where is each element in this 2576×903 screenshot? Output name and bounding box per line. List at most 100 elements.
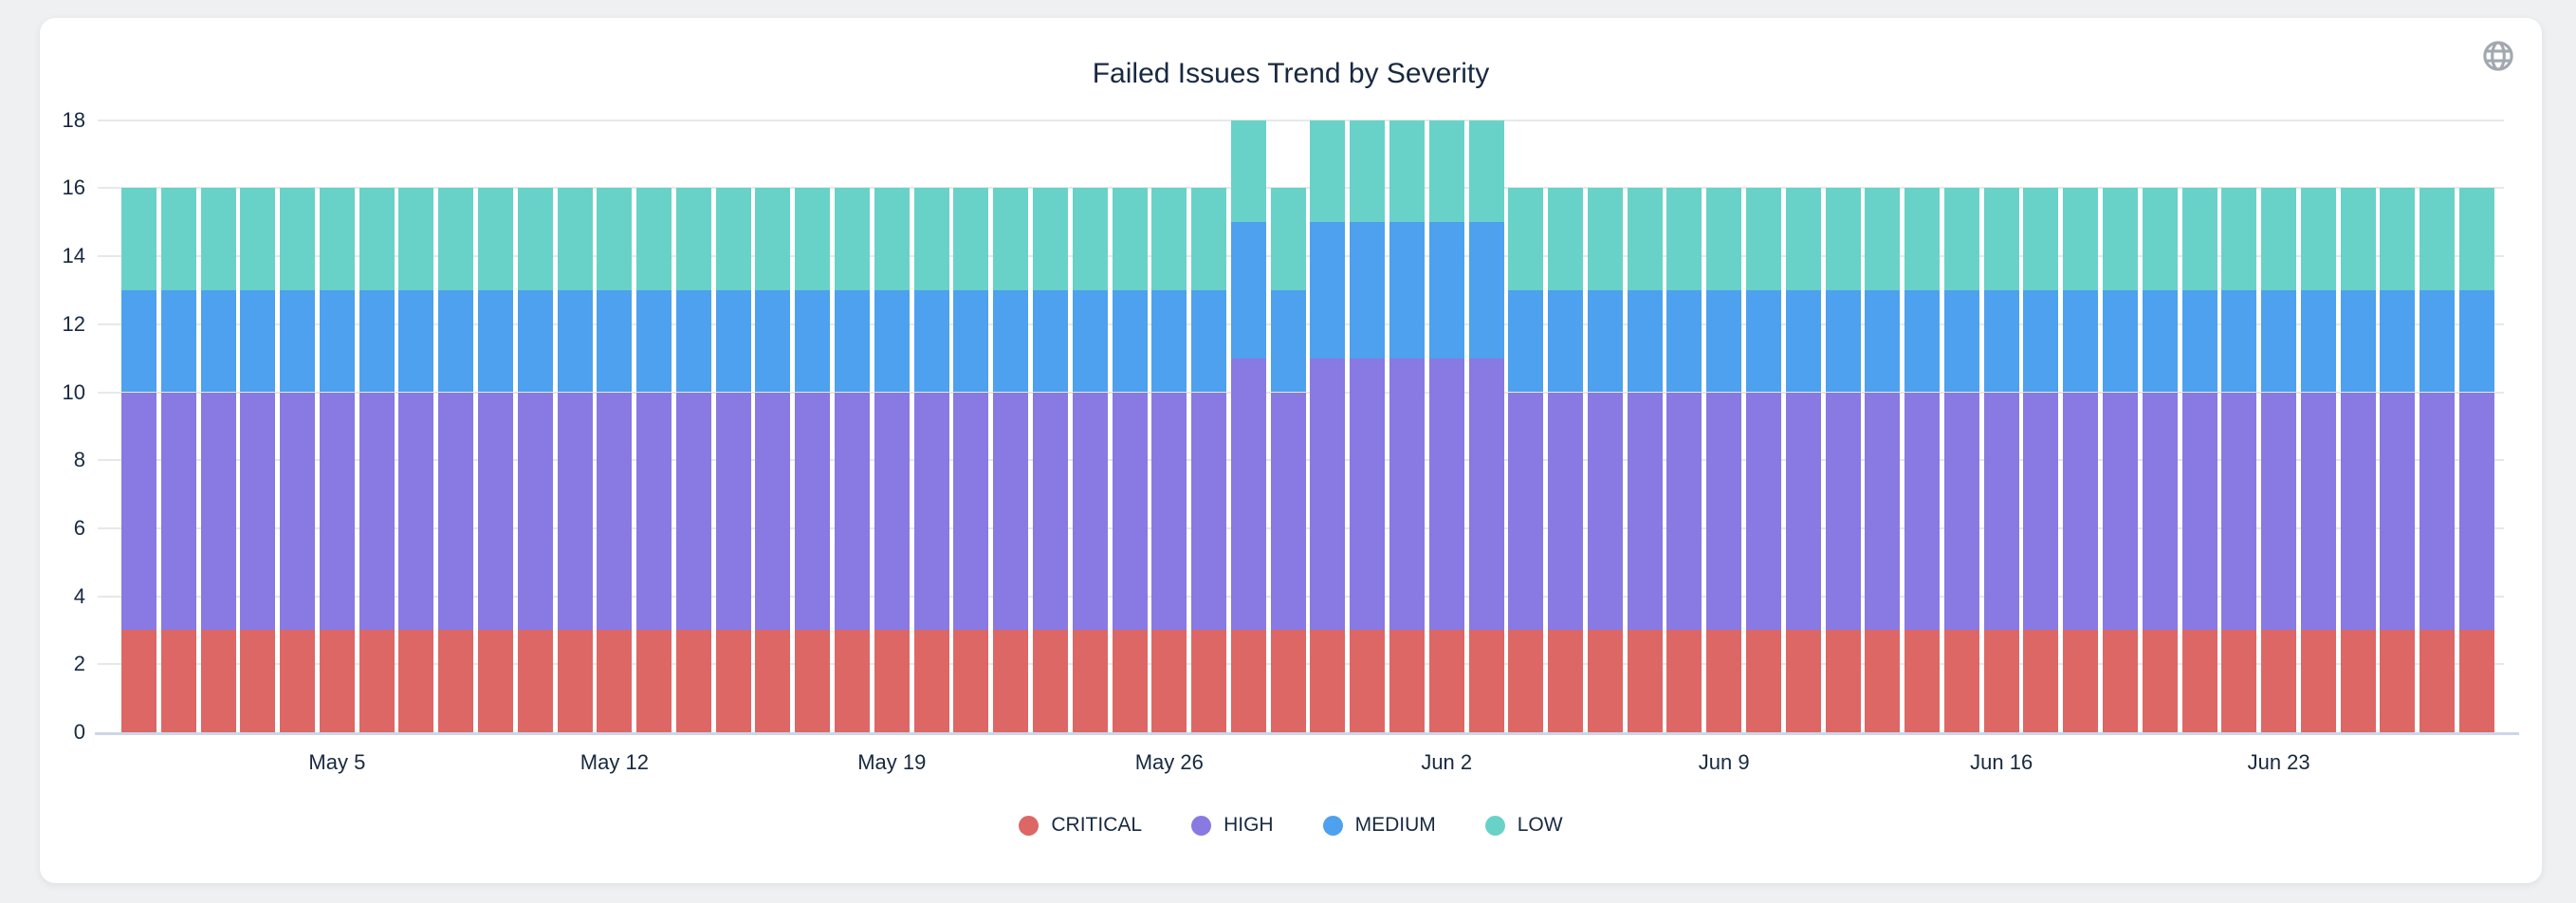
bar-segment-medium[interactable] (478, 289, 514, 393)
bar-segment-low[interactable] (2181, 188, 2217, 290)
bar-segment-high[interactable] (913, 392, 949, 631)
bar-segment-medium[interactable] (755, 289, 791, 393)
bar-segment-critical[interactable] (1230, 630, 1266, 732)
bar-segment-low[interactable] (557, 188, 593, 290)
bar-segment-high[interactable] (1310, 358, 1346, 631)
bar-segment-low[interactable] (1904, 188, 1941, 290)
bar-segment-medium[interactable] (1151, 289, 1187, 393)
bar-segment-medium[interactable] (1983, 289, 2019, 393)
bar-segment-high[interactable] (2300, 392, 2336, 631)
bar-segment-medium[interactable] (1191, 289, 1227, 393)
bar-segment-high[interactable] (1468, 358, 1504, 631)
bar-segment-medium[interactable] (1428, 222, 1464, 359)
bar-segment-medium[interactable] (1230, 222, 1266, 359)
bar-segment-high[interactable] (2181, 392, 2217, 631)
bar-segment-low[interactable] (1865, 188, 1901, 290)
bar-segment-high[interactable] (1191, 392, 1227, 631)
bar-segment-medium[interactable] (121, 289, 156, 393)
bar-segment-critical[interactable] (557, 630, 593, 732)
bar-segment-high[interactable] (1587, 392, 1623, 631)
bar-segment-critical[interactable] (2181, 630, 2217, 732)
bar-segment-critical[interactable] (160, 630, 196, 732)
bar-segment-critical[interactable] (2063, 630, 2099, 732)
bar-segment-critical[interactable] (636, 630, 672, 732)
bar-segment-critical[interactable] (2142, 630, 2178, 732)
bar-segment-low[interactable] (1468, 120, 1504, 223)
bar-segment-high[interactable] (280, 392, 316, 631)
bar-segment-medium[interactable] (2142, 289, 2178, 393)
bar-segment-high[interactable] (1072, 392, 1108, 631)
bar-segment-critical[interactable] (319, 630, 355, 732)
bar-segment-low[interactable] (715, 188, 751, 290)
bar-segment-medium[interactable] (597, 289, 633, 393)
bar-segment-medium[interactable] (1666, 289, 1702, 393)
bar-segment-low[interactable] (160, 188, 196, 290)
bar-segment-medium[interactable] (319, 289, 355, 393)
bar-segment-medium[interactable] (993, 289, 1029, 393)
bar-segment-critical[interactable] (1865, 630, 1901, 732)
bar-segment-low[interactable] (2420, 188, 2456, 290)
bar-segment-critical[interactable] (597, 630, 633, 732)
bar-segment-high[interactable] (478, 392, 514, 631)
legend-item-high[interactable]: HIGH (1191, 814, 1274, 837)
bar-segment-critical[interactable] (1825, 630, 1861, 732)
bar-segment-low[interactable] (1270, 188, 1306, 290)
bar-segment-high[interactable] (319, 392, 355, 631)
bar-segment-critical[interactable] (1508, 630, 1544, 732)
bar-segment-low[interactable] (1785, 188, 1821, 290)
bar-segment-high[interactable] (755, 392, 791, 631)
bar-segment-critical[interactable] (1151, 630, 1187, 732)
bar-segment-medium[interactable] (398, 289, 434, 393)
bar-segment-low[interactable] (438, 188, 474, 290)
bar-segment-medium[interactable] (1350, 222, 1386, 359)
bar-segment-low[interactable] (2142, 188, 2178, 290)
bar-segment-high[interactable] (675, 392, 711, 631)
bar-segment-low[interactable] (2261, 188, 2297, 290)
bar-segment-critical[interactable] (2380, 630, 2416, 732)
bar-segment-medium[interactable] (675, 289, 711, 393)
bar-segment-low[interactable] (993, 188, 1029, 290)
bar-segment-high[interactable] (160, 392, 196, 631)
bar-segment-low[interactable] (636, 188, 672, 290)
bar-segment-high[interactable] (874, 392, 910, 631)
bar-segment-high[interactable] (1745, 392, 1781, 631)
bar-segment-high[interactable] (1230, 358, 1266, 631)
bar-segment-critical[interactable] (359, 630, 395, 732)
bar-segment-medium[interactable] (1627, 289, 1663, 393)
bar-segment-high[interactable] (2221, 392, 2257, 631)
bar-segment-high[interactable] (121, 392, 156, 631)
bar-segment-critical[interactable] (517, 630, 553, 732)
bar-segment-low[interactable] (1310, 120, 1346, 223)
bar-segment-medium[interactable] (2221, 289, 2257, 393)
bar-segment-critical[interactable] (1032, 630, 1068, 732)
bar-segment-high[interactable] (200, 392, 236, 631)
bar-segment-high[interactable] (795, 392, 831, 631)
bar-segment-low[interactable] (874, 188, 910, 290)
bar-segment-critical[interactable] (280, 630, 316, 732)
bar-segment-low[interactable] (913, 188, 949, 290)
bar-segment-high[interactable] (2340, 392, 2376, 631)
bar-segment-low[interactable] (1032, 188, 1068, 290)
bar-segment-medium[interactable] (2459, 289, 2495, 393)
bar-segment-critical[interactable] (1310, 630, 1346, 732)
bar-segment-low[interactable] (200, 188, 236, 290)
bar-segment-low[interactable] (1389, 120, 1425, 223)
bar-segment-critical[interactable] (1548, 630, 1584, 732)
bar-segment-high[interactable] (1865, 392, 1901, 631)
bar-segment-high[interactable] (2142, 392, 2178, 631)
bar-segment-medium[interactable] (2181, 289, 2217, 393)
bar-segment-critical[interactable] (1904, 630, 1941, 732)
bar-segment-low[interactable] (280, 188, 316, 290)
bar-segment-high[interactable] (517, 392, 553, 631)
bar-segment-critical[interactable] (200, 630, 236, 732)
bar-segment-medium[interactable] (835, 289, 871, 393)
bar-segment-medium[interactable] (1270, 289, 1306, 393)
bar-segment-low[interactable] (359, 188, 395, 290)
bar-segment-medium[interactable] (913, 289, 949, 393)
bar-segment-critical[interactable] (675, 630, 711, 732)
bar-segment-critical[interactable] (715, 630, 751, 732)
bar-segment-medium[interactable] (2103, 289, 2138, 393)
bar-segment-low[interactable] (1943, 188, 1979, 290)
bar-segment-low[interactable] (1350, 120, 1386, 223)
bar-segment-low[interactable] (1587, 188, 1623, 290)
